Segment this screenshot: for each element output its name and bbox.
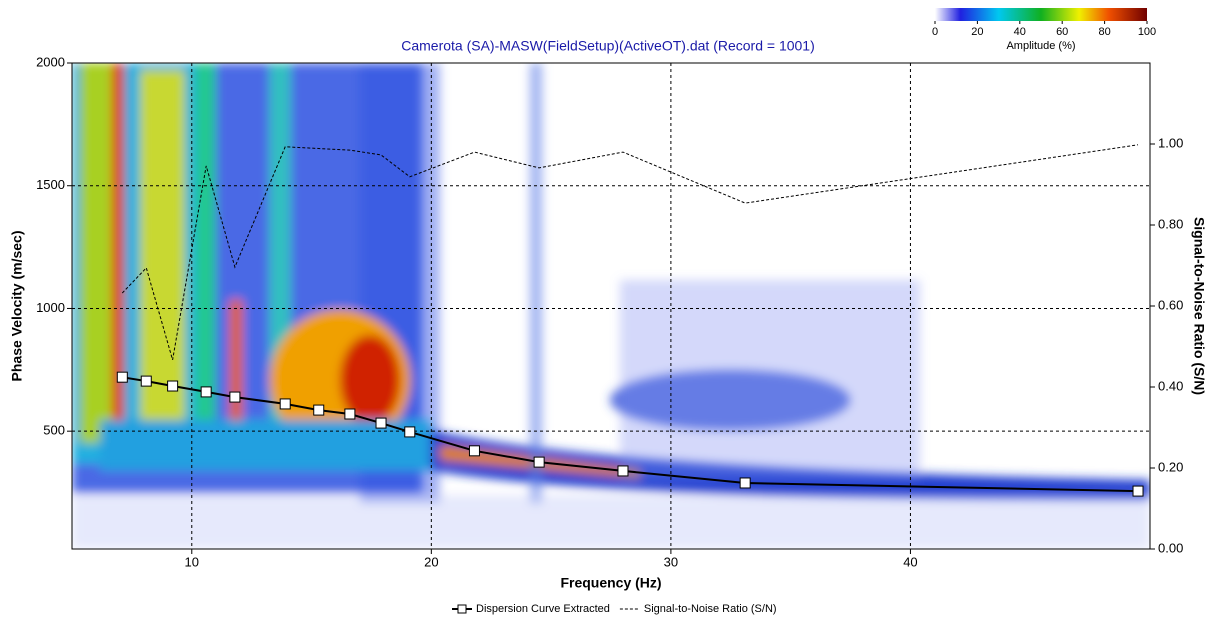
point-marker — [533, 456, 545, 468]
point-marker — [617, 465, 629, 477]
colorbar-tick-label: 20 — [971, 26, 983, 38]
x-tick-label: 20 — [424, 554, 438, 569]
x-axis-label: Frequency (Hz) — [560, 575, 661, 591]
y2-tick-label: 0.60 — [1158, 297, 1183, 312]
colorbar — [935, 8, 1147, 21]
colorbar-tick-label: 80 — [1098, 26, 1110, 38]
point-marker — [140, 375, 152, 387]
colorbar-label: Amplitude (%) — [1006, 40, 1075, 52]
y-tick-label: 1000 — [36, 300, 65, 315]
point-marker — [229, 391, 241, 403]
colorbar-tick-label: 0 — [932, 26, 938, 38]
x-tick-label: 40 — [903, 554, 917, 569]
colorbar-tick-label: 100 — [1138, 26, 1156, 38]
point-marker — [344, 408, 356, 420]
y2-tick-label: 1.00 — [1158, 135, 1183, 150]
point-marker — [167, 380, 179, 392]
legend-marker — [457, 604, 467, 614]
y2-tick-label: 0.80 — [1158, 216, 1183, 231]
point-marker — [200, 386, 212, 398]
y-tick-label: 500 — [43, 423, 65, 438]
series-line — [121, 144, 1139, 361]
legend-label: Dispersion Curve Extracted — [476, 603, 610, 615]
x-tick-label: 30 — [664, 554, 678, 569]
point-marker — [375, 417, 387, 429]
x-tick-label: 10 — [185, 554, 199, 569]
point-marker — [739, 477, 751, 489]
y-tick-label: 1500 — [36, 177, 65, 192]
y2-tick-label: 0.40 — [1158, 378, 1183, 393]
point-marker — [468, 445, 480, 457]
y2-tick-label: 0.00 — [1158, 540, 1183, 555]
y-axis-label: Phase Velocity (m/sec) — [9, 231, 25, 382]
point-marker — [313, 404, 325, 416]
colorbar-tick-label: 40 — [1014, 26, 1026, 38]
y2-axis-label: Signal-to-Noise Ratio (S/N) — [1191, 217, 1207, 395]
point-marker — [1132, 485, 1144, 497]
point-marker — [279, 398, 291, 410]
y-tick-label: 2000 — [36, 54, 65, 69]
y2-tick-label: 0.20 — [1158, 459, 1183, 474]
legend-label: Signal-to-Noise Ratio (S/N) — [644, 603, 777, 615]
colorbar-tick-label: 60 — [1056, 26, 1068, 38]
point-marker — [404, 426, 416, 438]
dispersion-image — [72, 63, 1150, 549]
point-marker — [116, 371, 128, 383]
chart-title: Camerota (SA)-MASW(FieldSetup)(ActiveOT)… — [401, 38, 815, 54]
